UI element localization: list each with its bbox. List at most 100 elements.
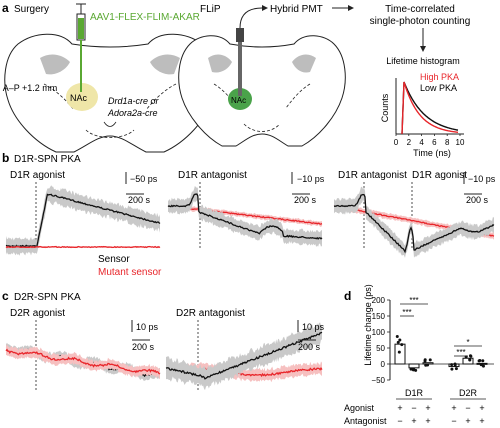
scale-bar-b3: [463, 172, 482, 195]
d-ylabel: Lifetime change (ps): [363, 284, 373, 366]
d-antagonist-sign: −: [397, 416, 402, 426]
panel-c-title: D2R-SPN PKA: [14, 292, 81, 303]
lifetime-histogram: Counts 0 2 4 6 8 10 Time (ns): [380, 78, 465, 158]
mean-trace: [167, 193, 323, 240]
d-agonist-sign: +: [479, 403, 484, 413]
scale-bar-b2: [291, 172, 310, 195]
sem-band: [6, 343, 160, 379]
optical-fiber-icon: [236, 28, 244, 96]
surgery-title: Surgery: [14, 4, 49, 15]
d-agonist-sign: +: [425, 403, 430, 413]
c1-scale-x: 200 s: [132, 342, 155, 352]
d-sig-label: ***: [456, 348, 465, 357]
sem-band: [166, 322, 322, 391]
d-point: [395, 334, 399, 338]
mean-trace: [5, 348, 161, 375]
virus-label: AAV1-FLEX-FLIM-AKAR: [90, 12, 200, 23]
nac-highlight: [66, 83, 98, 111]
c2-scale-y: 10 ps: [302, 322, 325, 332]
d-point: [479, 363, 483, 367]
hist-tick-label: 0: [394, 138, 399, 147]
d-agonist-sign: −: [411, 403, 416, 413]
scale-bar-c1: [131, 320, 150, 341]
trace-c2: [165, 320, 323, 391]
d-bar: [462, 357, 474, 365]
d-point: [481, 359, 485, 363]
c1-drug-label: D2R agonist: [10, 308, 65, 319]
d-y-tick-label: 50: [376, 344, 385, 353]
trace-c1: [5, 320, 161, 390]
hist-title: Lifetime histogram: [386, 56, 460, 66]
mean-trace: [5, 245, 161, 249]
hist-tick-label: 2: [407, 138, 412, 147]
hist-xlabel: Time (ns): [413, 148, 451, 158]
low-pka-label: Low PKA: [420, 83, 457, 93]
pmt-label: Hybrid PMT: [270, 4, 323, 15]
d-y-tick-label: 0: [381, 360, 386, 369]
d-point: [400, 343, 404, 347]
hist-tick-label: 4: [419, 138, 424, 147]
d-point: [397, 350, 401, 354]
d-antagonist-sign: +: [411, 416, 416, 426]
d-point: [468, 354, 472, 358]
d-antagonist-sign: −: [451, 416, 456, 426]
panel-b-letter: b: [2, 151, 9, 165]
hist-tick-label: 8: [445, 138, 450, 147]
b3-scale-y: −10 ps: [468, 174, 496, 184]
b3-drug-label-2: D1R agonist: [412, 170, 467, 181]
trace-b3: [333, 182, 495, 258]
d-agonist-sign: +: [451, 403, 456, 413]
b1-scale-y: −50 ps: [130, 174, 158, 184]
hist-ylabel: Counts: [380, 93, 390, 122]
d-group-1: D1R: [405, 388, 424, 398]
arrowhead: [420, 46, 426, 52]
d-row-antagonist-label: Antagonist: [344, 416, 387, 426]
d-point: [414, 368, 418, 372]
panel-a-letter: a: [2, 1, 9, 15]
scale-bar-c2: [297, 320, 316, 341]
arrowhead: [348, 5, 354, 11]
c2-drug-label: D2R antagonist: [176, 308, 245, 319]
b1-drug-label: D1R agonist: [10, 170, 65, 181]
d-point: [396, 340, 400, 344]
sem-band: [166, 361, 322, 383]
d-antagonist-sign: +: [479, 416, 484, 426]
brain-section-flip: [178, 35, 346, 147]
d-point: [453, 362, 457, 366]
d-antagonist-sign: +: [425, 416, 430, 426]
tcspc-line-2: single-photon counting: [370, 16, 471, 27]
b1-scale-x: 200 s: [128, 195, 151, 205]
d-y-tick-label: −50: [371, 376, 385, 385]
d-sig-label: ***: [402, 308, 411, 317]
b3-drug-label-1: D1R antagonist: [338, 170, 407, 181]
d-antagonist-sign: +: [465, 416, 470, 426]
d-point: [424, 363, 428, 367]
d-bar: [394, 343, 406, 365]
legend-mutant: Mutant sensor: [98, 267, 162, 278]
nac-label-surgery: NAc: [70, 93, 88, 103]
d-point: [398, 338, 402, 342]
d-y-tick-label: 150: [372, 312, 386, 321]
cre-line-2: Adora2a-cre: [107, 108, 158, 118]
mean-trace: [5, 193, 161, 248]
d-agonist-sign: +: [397, 403, 402, 413]
d-sig-label: ***: [409, 296, 418, 305]
d-group-2: D2R: [459, 388, 478, 398]
d-y-tick-label: 200: [372, 296, 386, 305]
d-point: [481, 364, 485, 368]
mean-trace: [165, 331, 323, 380]
d-y-tick-label: 100: [372, 328, 386, 337]
brain-section-surgery: [4, 33, 216, 153]
d-sig-label: *: [466, 338, 469, 347]
d-point: [428, 358, 432, 362]
syringe-icon: [76, 3, 86, 92]
d-point: [468, 358, 472, 362]
d-point: [409, 367, 413, 371]
tcspc-line-1: Time-correlated: [385, 4, 455, 15]
mean-trace: [334, 193, 495, 254]
mean-trace: [167, 204, 323, 225]
d-row-agonist-label: Agonist: [344, 403, 375, 413]
b3-scale-x: 200 s: [466, 195, 489, 205]
flip-title: FLiP: [200, 4, 221, 15]
